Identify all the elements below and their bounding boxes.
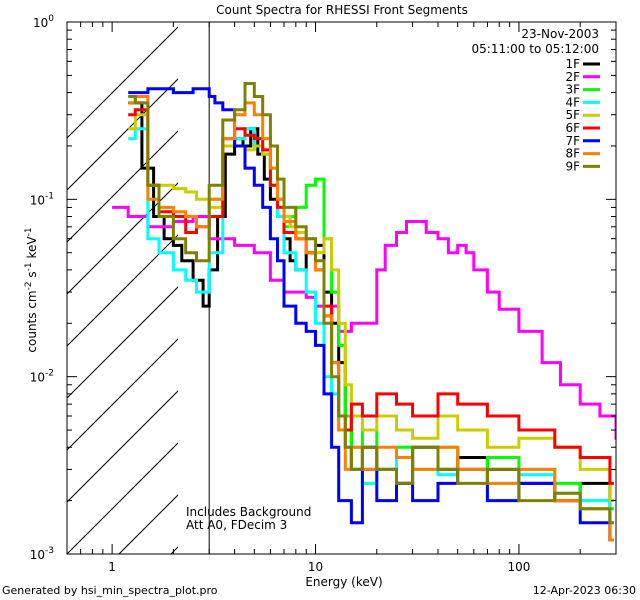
hatch-line <box>67 26 178 139</box>
hatch-line <box>67 442 178 554</box>
legend-label-1F: 1F <box>565 57 580 71</box>
legend-label-5F: 5F <box>565 108 580 122</box>
series-line-6F <box>128 108 614 485</box>
plot-frame <box>66 21 617 555</box>
legend-label-4F: 4F <box>565 95 580 109</box>
y-tick-label: 10-3 <box>30 546 54 562</box>
y-tick-labels: 100 10-1 10-2 10-3 <box>30 14 55 562</box>
series-line-4F <box>128 127 614 525</box>
hatch-line <box>67 78 178 191</box>
generated-by-label: Generated by hsi_min_spectra_plot.pro <box>2 584 218 597</box>
x-tick-labels: 1 10 100 <box>108 560 530 574</box>
hatch-line <box>67 234 178 347</box>
annotation-background: Includes Background <box>186 505 311 519</box>
y-tick-label: 10-2 <box>30 369 54 385</box>
x-axis-label: Energy (keV) <box>305 575 382 589</box>
legend-label-3F: 3F <box>565 83 580 97</box>
annotation-attenuator: Att A0, FDecim 3 <box>186 518 287 532</box>
y-tick-label: 10-1 <box>30 191 54 207</box>
date-label: 23-Nov-2003 <box>521 27 599 41</box>
chart-title: Count Spectra for RHESSI Front Segments <box>216 3 468 17</box>
series-line-9F <box>128 82 614 525</box>
series-line-8F <box>128 95 614 542</box>
x-tick-label: 10 <box>308 560 323 574</box>
hatch-line <box>379 22 640 554</box>
y-tick-label: 100 <box>33 14 54 30</box>
hatch-line <box>67 182 178 295</box>
legend-label-9F: 9F <box>565 159 580 173</box>
y-axis-label: counts cm-2 s-1 keV-1 <box>24 227 39 352</box>
series-line-5F <box>128 113 614 503</box>
x-tick-label: 1 <box>108 560 116 574</box>
hatch-line <box>67 390 178 503</box>
axis-ticks <box>66 21 617 555</box>
legend-label-8F: 8F <box>565 147 580 161</box>
legend-label-7F: 7F <box>565 134 580 148</box>
legend-label-2F: 2F <box>565 70 580 84</box>
series-line-2F <box>112 205 616 440</box>
time-range-label: 05:11:00 to 05:12:00 <box>472 42 599 56</box>
legend-label-6F: 6F <box>565 121 580 135</box>
footer-date-label: 12-Apr-2023 06:30 <box>533 584 636 597</box>
hatch-line <box>67 286 178 399</box>
series-line-7F <box>128 87 614 542</box>
series-layer <box>112 82 616 542</box>
x-tick-label: 100 <box>507 560 530 574</box>
